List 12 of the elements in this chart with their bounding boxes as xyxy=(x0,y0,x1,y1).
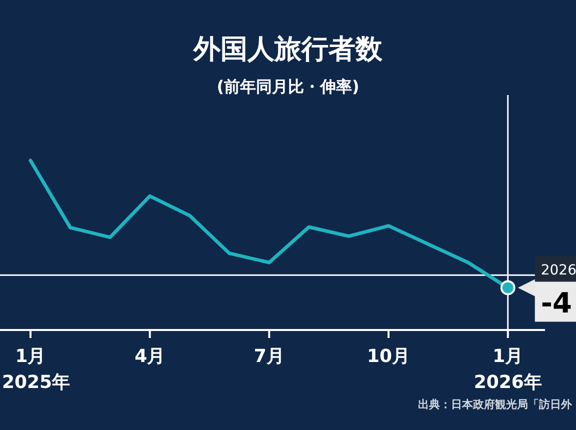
chart-title: 外国人旅行者数 xyxy=(192,34,384,65)
x-tick-label: 1月 xyxy=(492,346,524,367)
chart-subtitle: (前年同月比・伸率) xyxy=(216,77,360,96)
x-tick-label: 4月 xyxy=(134,346,166,367)
text: 2026年 xyxy=(474,372,542,393)
x-tick-label: 10月 xyxy=(366,346,410,367)
x-tick-label: 7月 xyxy=(254,346,284,367)
source-note: 出典：日本政府観光局「訪日外 xyxy=(418,398,573,411)
x-tick-label: 1月 xyxy=(15,346,46,367)
annotation: 2026 xyxy=(540,262,576,279)
annotation: -4 xyxy=(540,286,572,320)
text: 2025年 xyxy=(2,372,70,393)
